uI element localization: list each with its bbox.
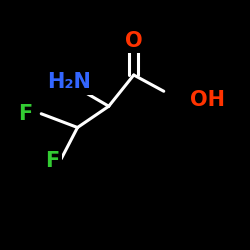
Text: F: F [46, 151, 60, 171]
Text: OH: OH [190, 90, 225, 110]
Text: O: O [125, 31, 142, 51]
Text: F: F [18, 104, 32, 124]
Text: H₂N: H₂N [47, 72, 91, 92]
